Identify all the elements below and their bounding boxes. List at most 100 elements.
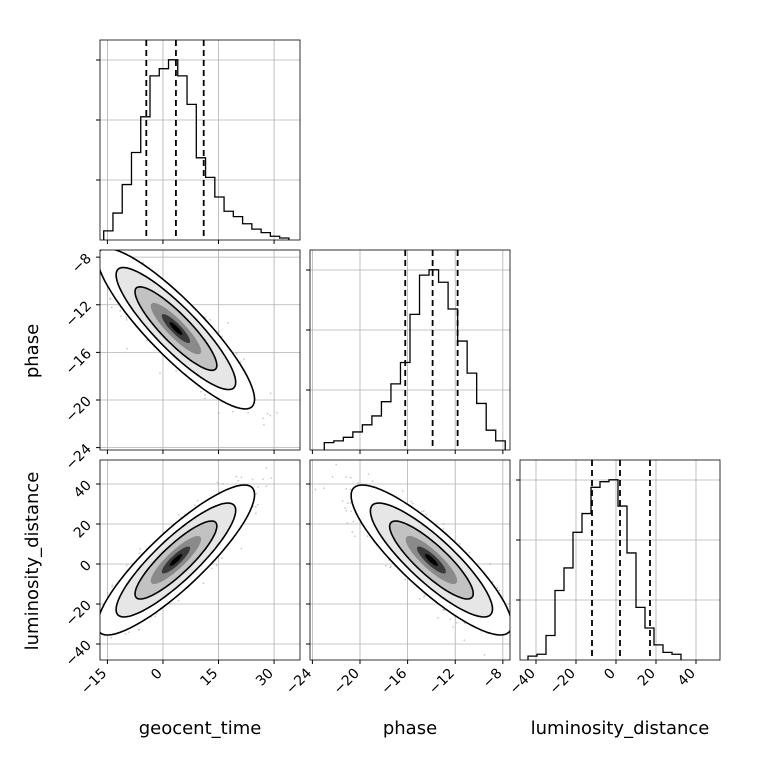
panel-phase-vs-luminosity-distance-sample-point	[345, 509, 348, 512]
panel-geocent-time-vs-phase-sample-point	[103, 243, 105, 245]
panel-phase-vs-luminosity-distance-sample-point	[514, 634, 516, 636]
panel-geocent-time-vs-luminosity-distance-sample-point	[217, 490, 220, 493]
panel-geocent-time-vs-phase-sample-point	[142, 261, 145, 264]
panel-geocent-time-vs-luminosity-distance-sample-point	[106, 592, 109, 594]
panel-phase-vs-luminosity-distance-sample-point	[385, 564, 387, 567]
ylabel-luminosity-distance: luminosity_distance	[22, 472, 43, 651]
panel-phase-vs-luminosity-distance-sample-point	[514, 658, 516, 660]
panel-geocent-time-vs-luminosity-distance-ytick-label-3: 20	[71, 518, 95, 542]
hist-geocent-time-step-line	[103, 59, 290, 240]
hist-luminosity-distance-xtick-label-2: 0	[601, 666, 619, 684]
hist-luminosity-distance-xtick-label-3: 20	[635, 666, 659, 690]
panel-geocent-time-vs-luminosity-distance-sample-point	[202, 582, 205, 584]
panel-phase-vs-luminosity-distance-sample-point	[442, 523, 445, 526]
panel-geocent-time-vs-luminosity-distance-contour-0	[100, 484, 256, 636]
panel-phase-vs-luminosity-distance-sample-point	[346, 522, 349, 524]
panel-phase-vs-luminosity-distance-sample-point	[455, 621, 458, 624]
panel-geocent-time-vs-phase-sample-point	[262, 417, 265, 420]
panel-geocent-time-vs-phase-sample-point	[175, 369, 178, 372]
panel-geocent-time-vs-luminosity-distance-sample-point	[139, 548, 142, 550]
panel-phase-vs-luminosity-distance-sample-point	[349, 476, 352, 479]
panel-geocent-time-vs-phase-sample-point	[217, 412, 220, 414]
panel-geocent-time-vs-luminosity-distance-sample-point	[138, 552, 141, 555]
panel-geocent-time-vs-luminosity-distance-sample-point	[88, 619, 90, 621]
panel-geocent-time-vs-phase-sample-point	[97, 270, 99, 272]
panel-geocent-time-vs-luminosity-distance-frame	[99, 459, 301, 661]
xlabel-phase: phase	[383, 718, 437, 739]
panel-geocent-time-vs-phase-contour-2	[134, 285, 218, 372]
panel-phase-vs-luminosity-distance-sample-point	[389, 565, 392, 568]
panel-geocent-time-vs-phase-sample-point	[199, 390, 202, 393]
panel-phase-vs-luminosity-distance-sample-point	[513, 646, 515, 648]
panel-phase-vs-luminosity-distance-sample-point	[331, 475, 334, 478]
panel-geocent-time-vs-phase-sample-point	[48, 206, 50, 208]
panel-geocent-time-vs-phase-sample-point	[95, 241, 97, 243]
panel-phase-vs-luminosity-distance-sample-point	[442, 527, 445, 530]
panel-geocent-time-vs-luminosity-distance-sample-point	[110, 636, 113, 639]
panel-geocent-time-vs-luminosity-distance-sample-point	[265, 485, 268, 488]
panel-phase-vs-luminosity-distance-sample-point	[449, 618, 452, 620]
panel-phase-vs-luminosity-distance-contour-2	[388, 520, 475, 600]
hist-geocent-time-background	[100, 40, 300, 240]
panel-geocent-time-vs-luminosity-distance-sample-point	[96, 631, 98, 633]
hist-phase-step-line	[323, 269, 506, 450]
panel-geocent-time-vs-phase-sample-point	[145, 339, 148, 342]
panel-phase-vs-luminosity-distance-sample-point	[351, 531, 354, 533]
panel-geocent-time-vs-luminosity-distance-sample-point	[74, 636, 76, 638]
panel-phase-vs-luminosity-distance-sample-point	[489, 562, 491, 565]
panel-phase-vs-luminosity-distance-sample-point	[367, 473, 370, 476]
panel-geocent-time-vs-phase-density-level-5	[169, 322, 183, 335]
panel-geocent-time-vs-luminosity-distance-sample-point	[251, 478, 254, 481]
panel-geocent-time-vs-luminosity-distance-sample-point	[270, 477, 273, 480]
panel-geocent-time-vs-phase-ytick-label-2: −16	[63, 346, 95, 378]
panel-geocent-time-vs-luminosity-distance-sample-point	[177, 599, 180, 602]
panel-phase-vs-luminosity-distance-contour-1	[369, 502, 494, 618]
panel-geocent-time-vs-luminosity-distance-sample-point	[111, 585, 113, 588]
panel-phase-vs-luminosity-distance-sample-point	[498, 589, 501, 592]
panel-geocent-time-vs-phase-sample-point	[203, 397, 206, 400]
panel-geocent-time-vs-phase-sample-point	[119, 309, 122, 312]
panel-phase-vs-luminosity-distance-sample-point	[422, 510, 425, 512]
panel-geocent-time-vs-phase-sample-point	[220, 335, 223, 338]
panel-geocent-time-vs-phase-sample-point	[209, 318, 212, 321]
panel-phase-vs-luminosity-distance-sample-point	[512, 642, 514, 644]
panel-geocent-time-vs-phase-sample-point	[247, 411, 249, 414]
panel-geocent-time-vs-luminosity-distance-contour-1	[115, 502, 237, 618]
panel-phase-vs-luminosity-distance-frame	[309, 459, 511, 661]
panel-geocent-time-vs-luminosity-distance-ytick-label-2: 0	[77, 558, 95, 576]
panel-phase-vs-luminosity-distance-sample-point	[341, 500, 344, 503]
panel-geocent-time-vs-phase-sample-point	[109, 298, 112, 300]
panel-geocent-time-vs-phase-ytick-label-3: −12	[63, 298, 95, 330]
panel-phase-vs-luminosity-distance-sample-point	[496, 586, 499, 589]
panel-phase-vs-luminosity-distance-sample-point	[483, 654, 486, 656]
panel-phase-vs-luminosity-distance-sample-point	[345, 476, 348, 478]
panel-geocent-time-vs-luminosity-distance-sample-point	[240, 476, 243, 479]
panel-phase-vs-luminosity-distance-sample-point	[412, 502, 414, 505]
panel-phase-vs-luminosity-distance-sample-point	[410, 500, 413, 503]
hist-luminosity-distance-step-line	[527, 479, 682, 660]
panel-geocent-time-vs-luminosity-distance-sample-point	[215, 564, 218, 567]
panel-geocent-time-vs-luminosity-distance-ytick-label-0: −40	[63, 638, 95, 670]
panel-geocent-time-vs-phase-sample-point	[235, 352, 238, 355]
panel-phase-vs-luminosity-distance-sample-point	[459, 543, 461, 545]
panel-geocent-time-vs-phase-sample-point	[231, 410, 234, 413]
panel-geocent-time-vs-phase-sample-point	[159, 372, 161, 375]
panel-geocent-time-vs-luminosity-distance-density-level-5	[169, 554, 183, 566]
ylabel-phase: phase	[22, 324, 43, 378]
panel-geocent-time-vs-luminosity-distance-sample-point	[237, 479, 240, 482]
panel-geocent-time-vs-phase-sample-point	[92, 257, 94, 259]
panel-geocent-time-vs-luminosity-distance-xtick-label-1: 0	[148, 666, 166, 684]
panel-phase-vs-luminosity-distance-xtick-label-0: −24	[283, 665, 315, 697]
panel-phase-vs-luminosity-distance-sample-point	[423, 596, 425, 598]
panel-geocent-time-vs-phase-sample-point	[204, 393, 206, 396]
panel-phase-vs-luminosity-distance-sample-point	[452, 626, 455, 628]
panel-geocent-time-vs-luminosity-distance-sample-point	[111, 584, 114, 587]
panel-phase-vs-luminosity-distance-sample-point	[349, 488, 352, 491]
panel-geocent-time-vs-phase-sample-point	[110, 306, 113, 309]
panel-geocent-time-vs-luminosity-distance-xtick-label-2: 15	[197, 666, 221, 690]
panel-geocent-time-vs-phase-sample-point	[96, 270, 98, 272]
panel-geocent-time-vs-phase-sample-point	[262, 424, 265, 426]
panel-phase-vs-luminosity-distance-sample-point	[425, 513, 428, 516]
panel-geocent-time-vs-phase-ytick-label-1: −20	[63, 394, 95, 426]
panel-geocent-time-vs-phase-sample-point	[269, 414, 272, 417]
